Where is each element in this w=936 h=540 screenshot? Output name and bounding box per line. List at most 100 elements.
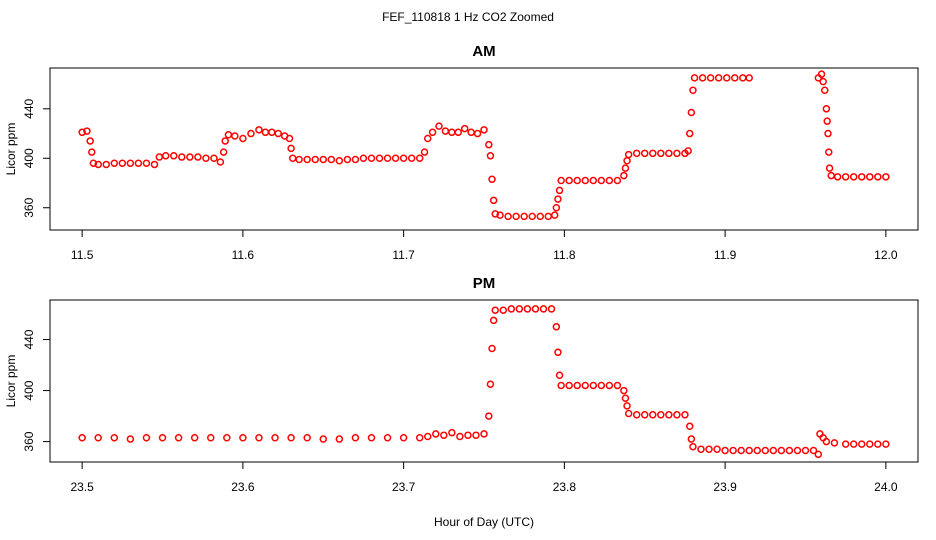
point	[126, 435, 135, 443]
point	[94, 160, 102, 169]
point	[255, 434, 263, 442]
point	[311, 155, 319, 164]
x-tick-label: 11.5	[71, 248, 94, 262]
y-tick-label: 400	[22, 148, 36, 168]
point	[415, 434, 424, 442]
y-axis-label: Licor ppm	[4, 123, 18, 176]
point	[239, 134, 247, 143]
point	[753, 446, 762, 455]
point	[287, 434, 295, 442]
point	[247, 129, 255, 138]
y-tick-label: 440	[22, 98, 36, 118]
point	[448, 428, 456, 437]
point	[581, 381, 590, 390]
panel-title: PM	[473, 275, 496, 292]
x-tick-label: 11.8	[553, 248, 576, 262]
point	[731, 74, 739, 82]
point	[589, 176, 598, 185]
plot-box	[49, 299, 919, 463]
point	[399, 434, 408, 442]
point	[423, 134, 432, 143]
point	[428, 128, 437, 137]
point	[777, 446, 786, 455]
point	[488, 344, 496, 353]
x-tick-label: 11.7	[392, 248, 415, 262]
point	[565, 176, 573, 185]
point	[170, 152, 178, 160]
point	[202, 154, 210, 163]
point	[849, 440, 858, 448]
point	[665, 411, 673, 419]
point	[550, 211, 559, 219]
point	[573, 381, 581, 390]
point	[825, 164, 834, 172]
y-tick-label: 360	[22, 431, 36, 451]
point	[665, 149, 673, 158]
point	[216, 158, 225, 166]
point	[822, 105, 831, 113]
point	[456, 432, 464, 441]
point	[486, 152, 495, 160]
x-tick-label: 12.0	[874, 248, 898, 262]
point	[78, 434, 86, 442]
point	[531, 305, 540, 313]
point	[552, 323, 561, 331]
point	[824, 129, 832, 138]
point	[158, 434, 167, 442]
point	[435, 122, 443, 130]
point	[713, 445, 721, 453]
point	[454, 128, 463, 137]
point	[573, 176, 581, 185]
point	[640, 411, 649, 419]
point	[210, 154, 218, 163]
point	[523, 305, 532, 313]
point	[319, 435, 328, 443]
point	[472, 431, 480, 439]
point	[825, 148, 833, 156]
point	[823, 117, 831, 125]
point	[206, 434, 215, 442]
point	[685, 129, 694, 138]
y-tick-label: 360	[22, 197, 36, 217]
point	[485, 140, 493, 149]
point	[335, 435, 344, 443]
point	[274, 129, 283, 138]
page-title: FEF_110818 1 Hz CO2 Zoomed	[382, 10, 554, 24]
point	[150, 160, 159, 169]
point	[623, 156, 631, 165]
point	[407, 154, 416, 163]
point	[507, 305, 516, 313]
point	[391, 154, 400, 163]
x-tick-label: 11.6	[232, 248, 255, 262]
point	[539, 305, 548, 313]
point	[624, 150, 633, 159]
point	[721, 446, 729, 455]
point	[785, 446, 794, 455]
point	[857, 440, 866, 448]
point	[303, 155, 311, 164]
point	[697, 445, 705, 453]
point	[819, 77, 827, 86]
point	[174, 434, 183, 442]
point	[480, 430, 488, 438]
point	[351, 434, 360, 442]
point	[857, 173, 866, 181]
point	[684, 147, 692, 155]
point	[110, 159, 119, 167]
point	[687, 108, 696, 117]
point	[303, 434, 311, 442]
point	[597, 176, 606, 185]
point	[432, 430, 440, 438]
point	[224, 131, 233, 139]
point	[866, 173, 874, 181]
point	[223, 434, 231, 442]
point	[88, 148, 96, 156]
point	[544, 212, 553, 221]
point	[649, 411, 657, 419]
point	[874, 173, 882, 181]
point	[255, 126, 263, 134]
point	[657, 149, 665, 158]
point	[621, 164, 630, 172]
point	[830, 439, 839, 447]
point	[552, 203, 561, 212]
